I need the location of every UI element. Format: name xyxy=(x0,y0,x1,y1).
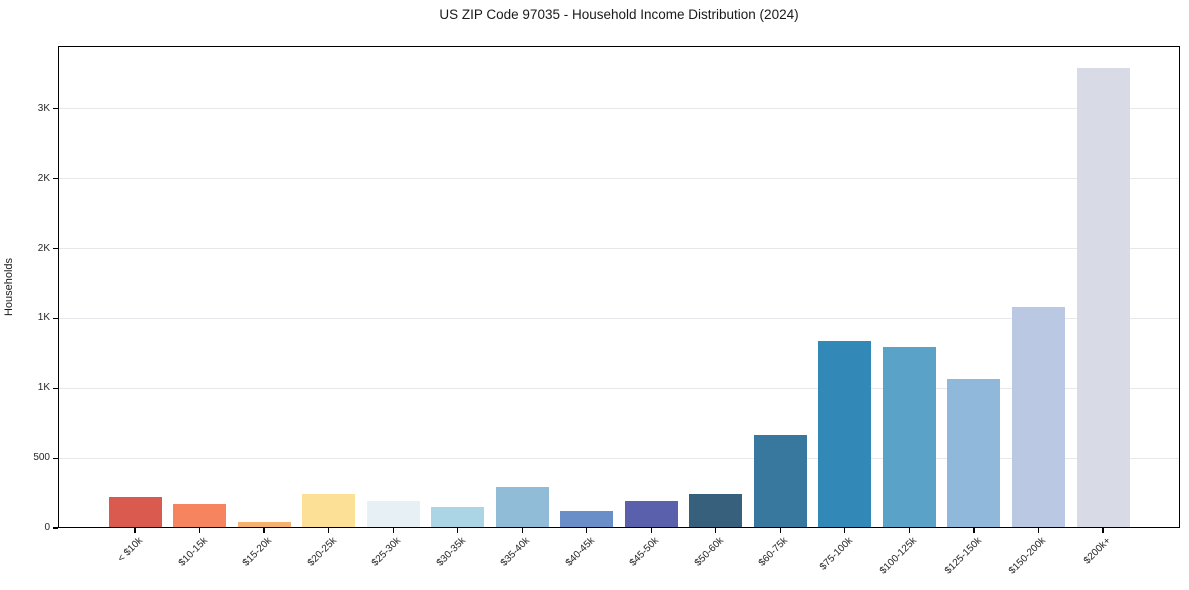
x-tick-label: $50-60k xyxy=(692,535,726,569)
x-tick-mark xyxy=(1037,528,1040,533)
bar xyxy=(560,511,614,528)
y-tick-mark xyxy=(53,108,58,110)
x-tick-label: $40-45k xyxy=(563,535,597,569)
x-tick-mark xyxy=(973,528,975,533)
bar xyxy=(173,504,227,528)
bar xyxy=(753,435,807,528)
x-tick-mark xyxy=(715,528,717,533)
bar xyxy=(237,522,291,528)
bar xyxy=(108,497,162,528)
bar xyxy=(689,493,743,528)
x-tick-mark xyxy=(328,528,330,533)
bar xyxy=(495,486,549,528)
x-tick-mark xyxy=(650,528,652,533)
gridline xyxy=(58,457,1180,459)
bar xyxy=(302,493,356,528)
x-tick-label: $100-125k xyxy=(878,535,920,577)
y-tick-mark xyxy=(53,457,58,459)
x-tick-mark xyxy=(1102,528,1104,533)
y-tick-label: 2K xyxy=(37,242,50,254)
x-tick-mark xyxy=(586,528,588,533)
x-tick-label: $20-25k xyxy=(305,535,339,569)
y-tick-label: 500 xyxy=(33,452,50,464)
y-tick-label: 1K xyxy=(37,312,50,324)
chart-title: US ZIP Code 97035 - Household Income Dis… xyxy=(439,7,799,22)
x-tick-mark xyxy=(263,528,265,533)
x-tick-label: < $10k xyxy=(115,535,146,565)
gridline xyxy=(58,317,1180,319)
y-tick-label: 2K xyxy=(37,172,50,184)
x-tick-mark xyxy=(198,528,201,533)
y-tick-mark xyxy=(53,527,58,529)
x-tick-label: $150-200k xyxy=(1007,535,1049,577)
y-tick-mark xyxy=(53,317,58,320)
bar xyxy=(624,501,678,528)
x-tick-mark xyxy=(521,528,523,533)
bar xyxy=(366,500,420,528)
x-tick-label: $200k+ xyxy=(1081,535,1114,567)
x-tick-mark xyxy=(908,528,910,533)
x-tick-mark xyxy=(392,528,394,533)
y-axis-label: Households xyxy=(3,257,15,317)
x-tick-label: $30-35k xyxy=(434,535,468,569)
x-tick-mark xyxy=(844,528,846,533)
gridline xyxy=(58,178,1180,180)
y-tick-mark xyxy=(53,387,58,389)
x-tick-label: $60-75k xyxy=(757,535,791,569)
x-tick-label: $125-150k xyxy=(942,535,984,577)
bar xyxy=(947,378,1001,528)
bar xyxy=(882,347,936,528)
y-tick-label: 1K xyxy=(37,382,50,394)
bar xyxy=(1011,307,1065,528)
x-tick-mark xyxy=(779,528,781,533)
y-tick-label: 0 xyxy=(44,522,50,533)
x-tick-label: $45-50k xyxy=(628,535,662,569)
x-tick-label: $10-15k xyxy=(176,535,210,569)
x-tick-label: $75-100k xyxy=(817,535,855,573)
bar xyxy=(818,340,872,528)
y-tick-mark xyxy=(53,247,58,250)
gridline xyxy=(58,108,1180,110)
bar xyxy=(431,507,485,528)
x-tick-mark xyxy=(457,528,459,533)
bar xyxy=(1076,68,1130,528)
y-tick-label: 3K xyxy=(37,102,50,114)
y-tick-mark xyxy=(53,178,58,180)
x-tick-mark xyxy=(134,528,136,533)
plot-area: 0 500 1K 1K 2K 2K 3K < $10k $10-15k $15-20k $20-25… xyxy=(33,46,1180,576)
gridline xyxy=(58,387,1180,389)
gridline xyxy=(58,248,1180,250)
